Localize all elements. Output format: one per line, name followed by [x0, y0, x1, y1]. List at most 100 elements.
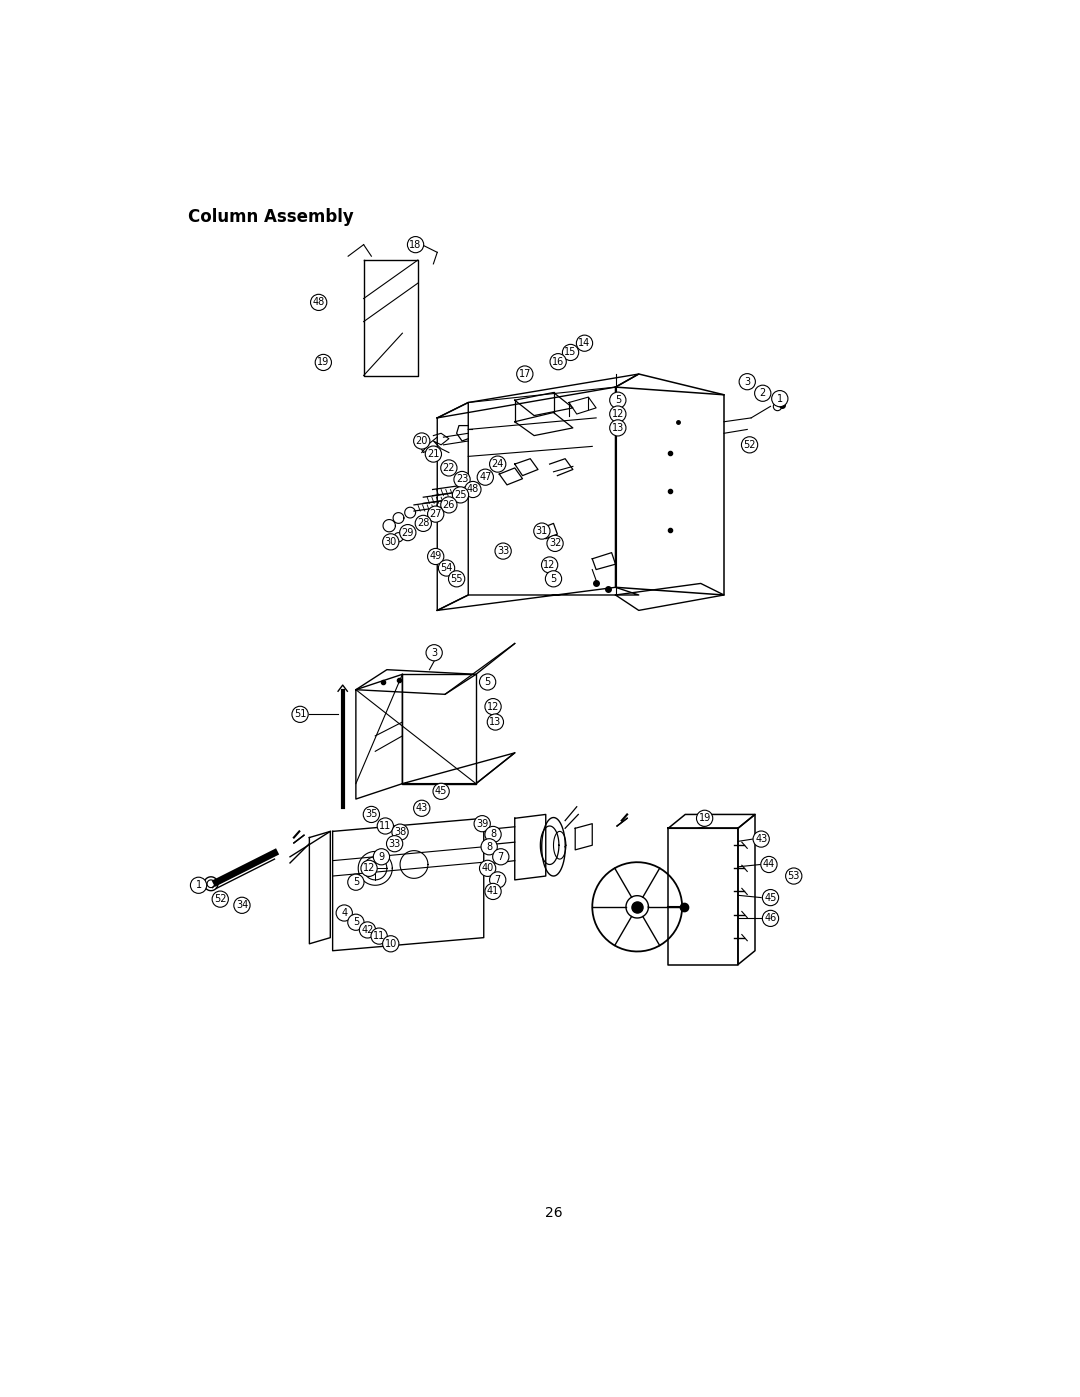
- Circle shape: [610, 420, 626, 436]
- Circle shape: [400, 524, 416, 541]
- Circle shape: [392, 824, 408, 840]
- Circle shape: [428, 549, 444, 564]
- Text: 4: 4: [341, 908, 348, 918]
- Text: 12: 12: [487, 701, 499, 711]
- Text: 33: 33: [389, 838, 401, 849]
- Text: 34: 34: [235, 900, 248, 911]
- Circle shape: [363, 806, 379, 823]
- Text: 27: 27: [430, 509, 442, 520]
- Text: 5: 5: [551, 574, 556, 584]
- Circle shape: [441, 497, 457, 513]
- Text: 3: 3: [431, 648, 437, 658]
- Text: 48: 48: [312, 298, 325, 307]
- Circle shape: [485, 698, 501, 715]
- Text: 10: 10: [384, 939, 396, 949]
- Text: 33: 33: [497, 546, 510, 556]
- Circle shape: [441, 460, 457, 476]
- Circle shape: [454, 471, 470, 488]
- Text: 52: 52: [214, 894, 227, 904]
- Circle shape: [414, 433, 430, 448]
- Text: 5: 5: [353, 877, 359, 887]
- Text: 19: 19: [318, 358, 329, 367]
- Text: 42: 42: [362, 925, 374, 935]
- Text: 8: 8: [486, 842, 492, 852]
- Text: Column Assembly: Column Assembly: [188, 208, 353, 226]
- Circle shape: [292, 707, 308, 722]
- Text: 19: 19: [699, 813, 711, 823]
- Circle shape: [190, 877, 206, 893]
- Circle shape: [541, 557, 557, 573]
- Circle shape: [785, 868, 801, 884]
- Circle shape: [361, 861, 377, 876]
- Circle shape: [753, 831, 769, 847]
- Circle shape: [489, 872, 505, 888]
- Circle shape: [762, 890, 779, 905]
- Text: 47: 47: [480, 472, 491, 482]
- Circle shape: [377, 817, 393, 834]
- Text: 14: 14: [579, 338, 591, 348]
- Circle shape: [545, 571, 562, 587]
- Circle shape: [212, 891, 228, 907]
- Circle shape: [697, 810, 713, 827]
- Text: 29: 29: [402, 528, 414, 538]
- Circle shape: [762, 911, 779, 926]
- Text: 11: 11: [379, 821, 391, 831]
- Circle shape: [489, 455, 505, 472]
- Text: 16: 16: [552, 356, 564, 366]
- Circle shape: [348, 914, 364, 930]
- Circle shape: [453, 486, 469, 503]
- Text: 40: 40: [482, 863, 494, 873]
- Text: 45: 45: [765, 893, 777, 902]
- Circle shape: [414, 800, 430, 816]
- Circle shape: [760, 856, 778, 873]
- Text: 30: 30: [384, 536, 396, 546]
- Text: 46: 46: [765, 914, 777, 923]
- Circle shape: [426, 446, 442, 462]
- Circle shape: [448, 571, 464, 587]
- Circle shape: [438, 560, 455, 576]
- Text: 8: 8: [490, 830, 496, 840]
- Text: 12: 12: [611, 409, 624, 419]
- Text: 9: 9: [378, 852, 384, 862]
- Circle shape: [563, 344, 579, 360]
- Text: 43: 43: [755, 834, 767, 844]
- Text: 2: 2: [759, 388, 766, 398]
- Text: 35: 35: [365, 809, 378, 820]
- Text: 21: 21: [428, 448, 440, 460]
- Text: 22: 22: [443, 462, 455, 474]
- Text: 38: 38: [394, 827, 406, 837]
- Text: 49: 49: [430, 552, 442, 562]
- Circle shape: [372, 928, 388, 944]
- Text: 48: 48: [467, 485, 480, 495]
- Circle shape: [739, 373, 755, 390]
- Circle shape: [492, 849, 509, 865]
- Text: 52: 52: [743, 440, 756, 450]
- Text: 53: 53: [787, 872, 800, 882]
- Text: 31: 31: [536, 527, 548, 536]
- Text: 44: 44: [762, 859, 775, 869]
- Text: 7: 7: [495, 875, 501, 884]
- Text: 55: 55: [450, 574, 463, 584]
- Text: 39: 39: [476, 819, 488, 828]
- Circle shape: [336, 905, 352, 921]
- Circle shape: [755, 386, 771, 401]
- Circle shape: [407, 236, 423, 253]
- Text: 5: 5: [615, 395, 621, 405]
- Text: 7: 7: [498, 852, 504, 862]
- Text: 17: 17: [518, 369, 531, 379]
- Text: 3: 3: [744, 377, 751, 387]
- Circle shape: [481, 838, 497, 855]
- Circle shape: [487, 714, 503, 731]
- Text: 18: 18: [409, 240, 421, 250]
- Text: 20: 20: [416, 436, 428, 446]
- Circle shape: [382, 936, 399, 951]
- Circle shape: [382, 534, 399, 550]
- Text: 13: 13: [489, 717, 501, 726]
- Text: 24: 24: [491, 460, 504, 469]
- Circle shape: [360, 922, 376, 937]
- Circle shape: [610, 407, 626, 422]
- Text: 26: 26: [443, 500, 455, 510]
- Circle shape: [550, 353, 566, 370]
- Circle shape: [348, 875, 364, 890]
- Circle shape: [311, 295, 327, 310]
